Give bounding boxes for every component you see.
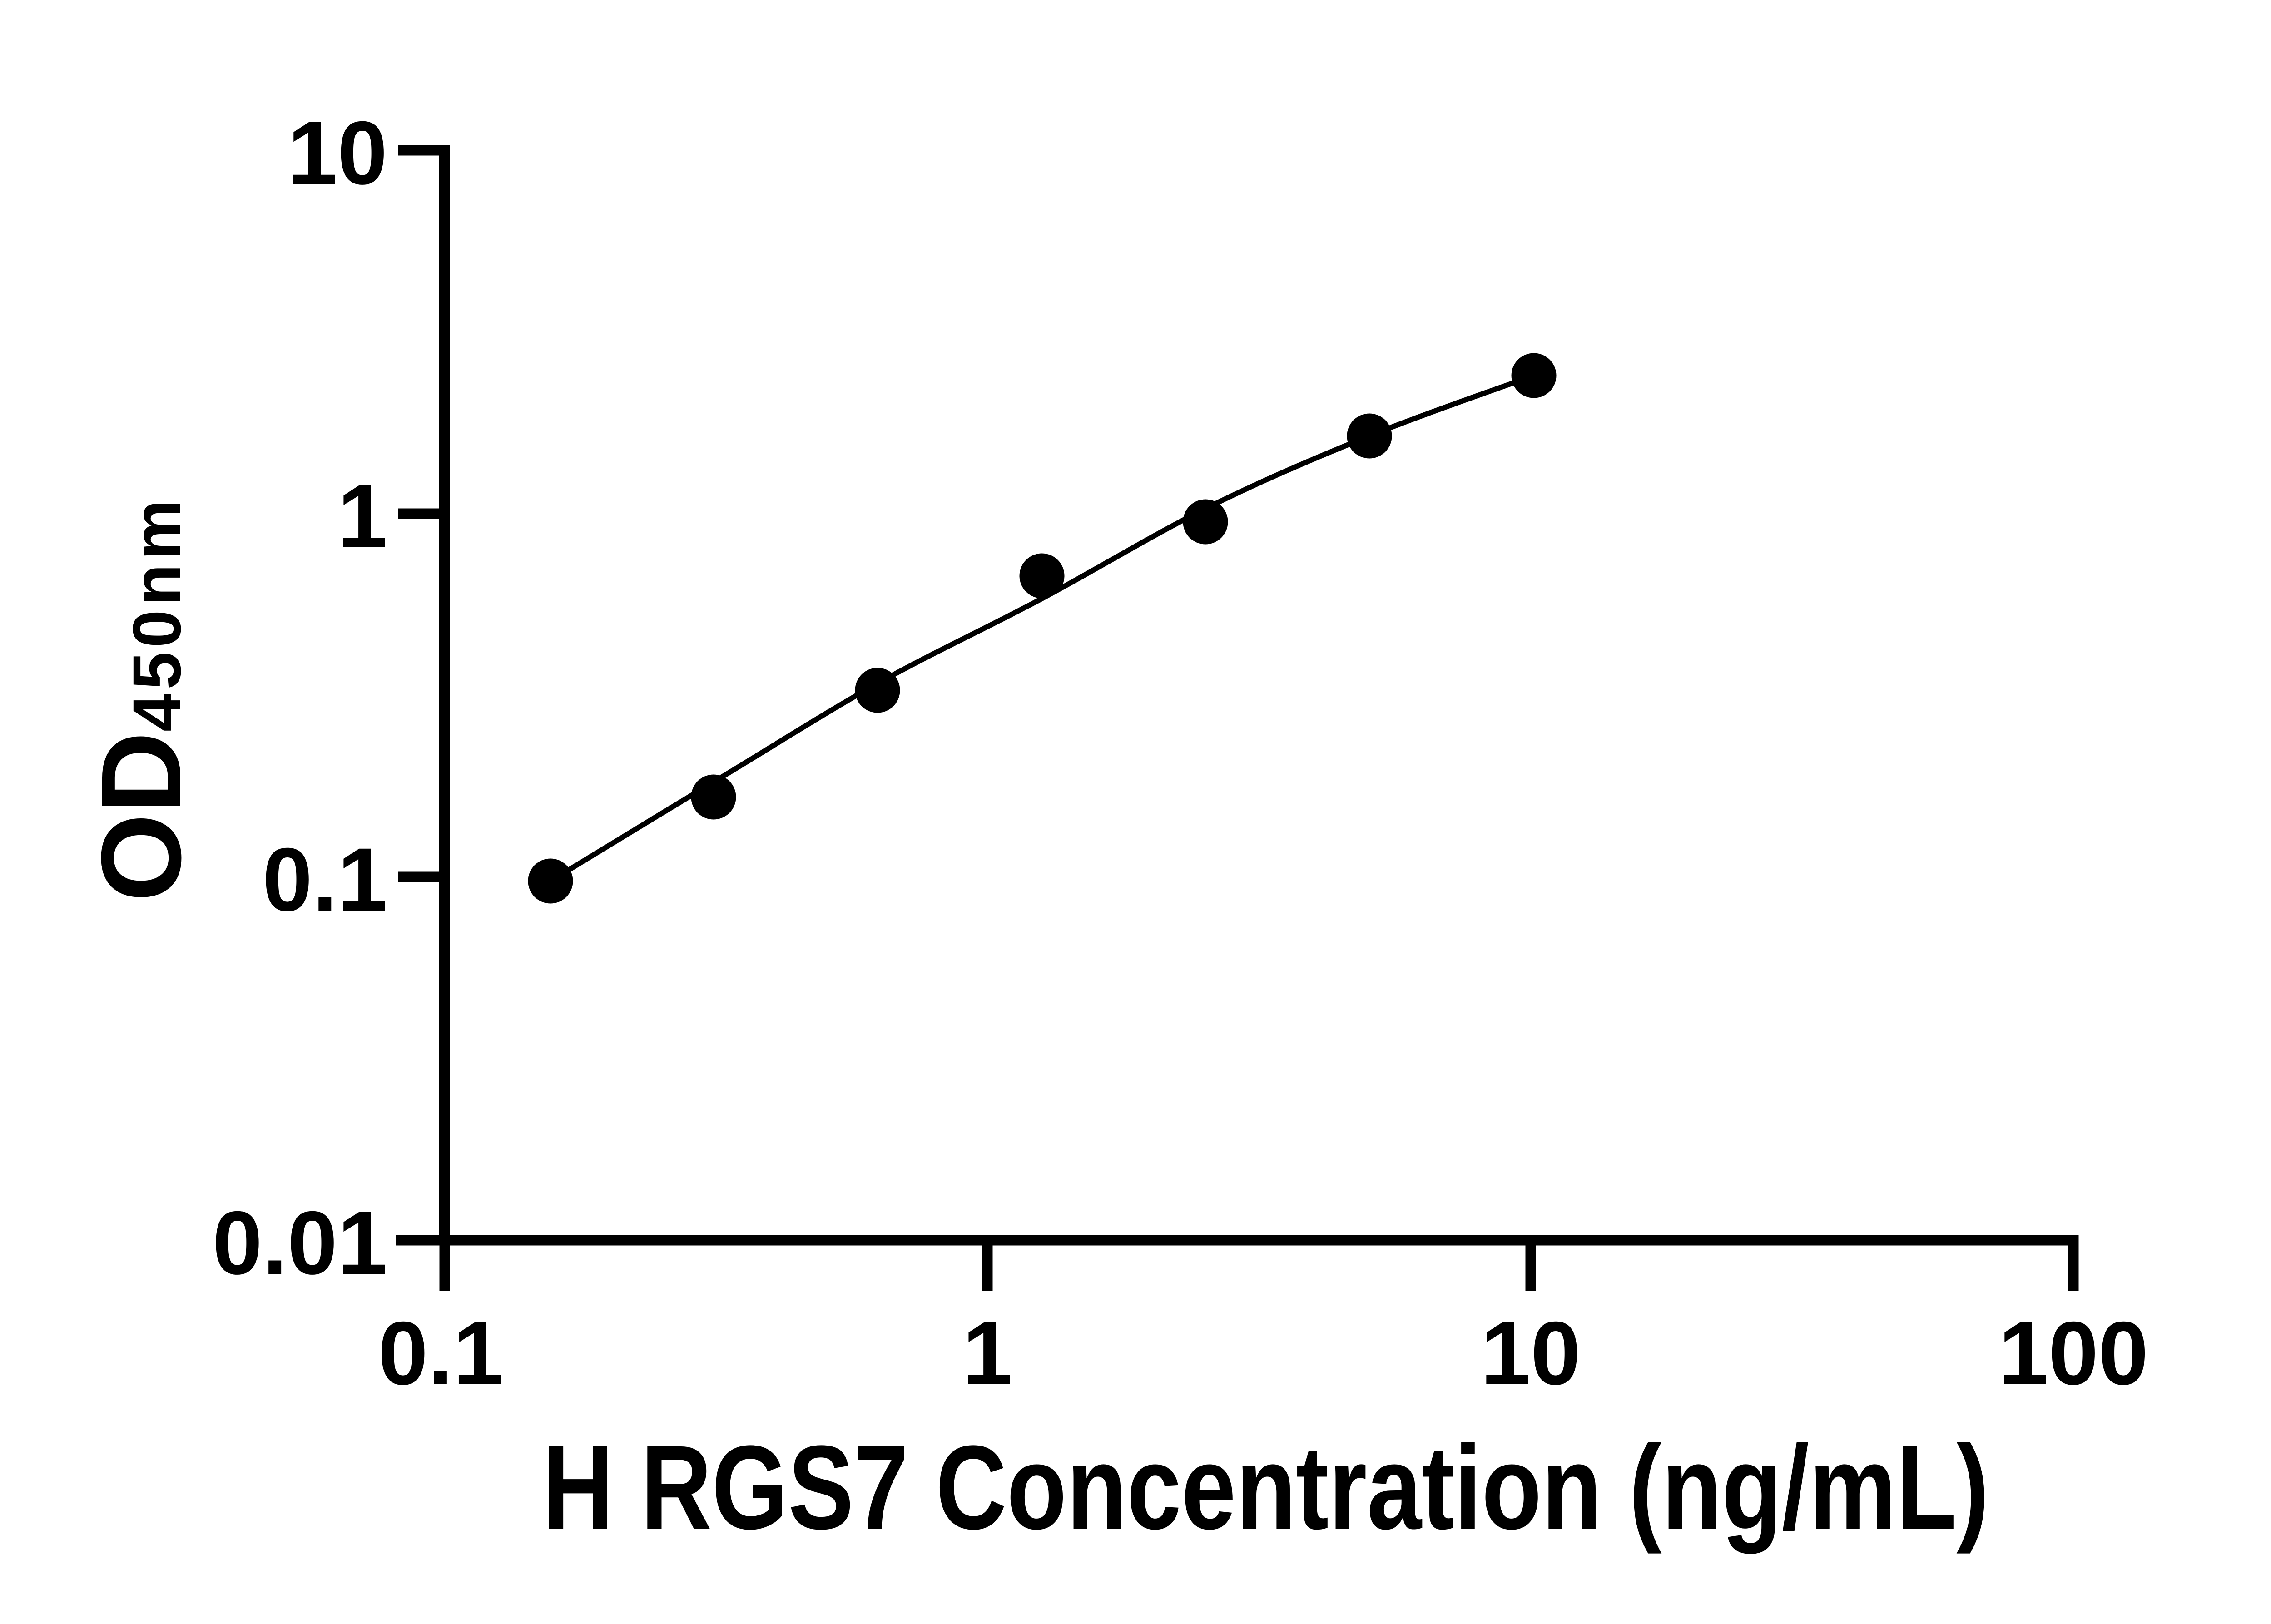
svg-text:10: 10 [1481,1303,1581,1403]
svg-text:0.1: 0.1 [263,829,387,930]
svg-text:0.1: 0.1 [378,1303,503,1403]
svg-text:0.01: 0.01 [213,1193,387,1293]
svg-text:1: 1 [337,466,387,566]
svg-text:10: 10 [288,103,387,203]
svg-text:H RGS7 Concentration (ng/mL): H RGS7 Concentration (ng/mL) [543,1421,1989,1555]
svg-text:1: 1 [962,1303,1012,1403]
svg-text:100: 100 [1998,1303,2148,1403]
